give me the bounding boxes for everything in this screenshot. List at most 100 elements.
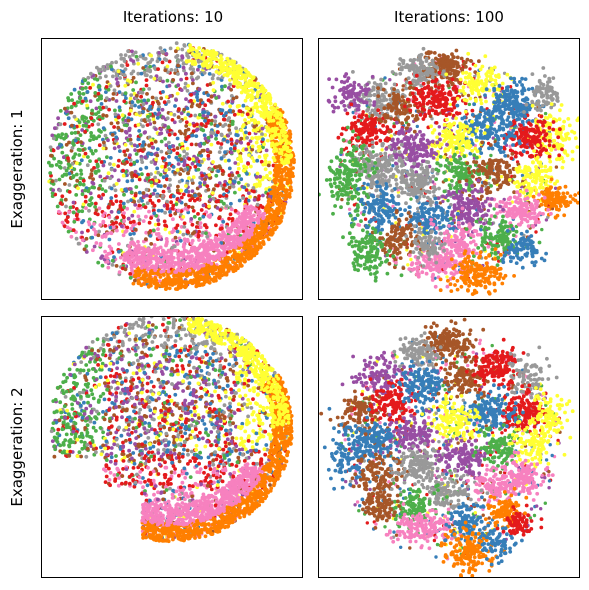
scatter-point	[167, 249, 172, 254]
scatter-point	[122, 57, 126, 61]
scatter-point	[72, 219, 77, 224]
scatter-point	[146, 98, 151, 103]
scatter-point	[234, 95, 239, 100]
scatter-point	[123, 53, 128, 57]
scatter-point	[147, 266, 151, 271]
scatter-point	[226, 99, 231, 104]
scatter-point	[171, 238, 175, 243]
scatter-point	[198, 181, 203, 186]
scatter-point	[192, 257, 196, 262]
scatter-point	[175, 223, 180, 228]
scatter-point	[155, 251, 160, 256]
scatter-point	[154, 256, 158, 261]
scatter-point	[185, 229, 190, 234]
scatter-point	[195, 271, 199, 276]
scatter-point	[119, 224, 124, 229]
scatter-point	[222, 183, 227, 187]
scatter-point	[165, 206, 170, 211]
scatter-point	[88, 138, 92, 143]
scatter-point	[166, 269, 171, 274]
scatter-point	[91, 82, 95, 87]
scatter-point	[181, 232, 186, 237]
scatter-point	[124, 228, 129, 233]
scatter-point	[197, 142, 202, 147]
scatter-point	[206, 187, 211, 192]
scatter-point	[138, 148, 143, 152]
scatter-point	[136, 199, 141, 204]
scatter-point	[236, 166, 241, 171]
scatter-point	[64, 172, 69, 177]
scatter-point	[83, 194, 88, 199]
scatter-point	[264, 153, 269, 158]
scatter-point	[118, 108, 122, 113]
scatter-point	[148, 64, 153, 69]
scatter-point	[72, 87, 77, 92]
scatter-point	[249, 164, 253, 169]
scatter-point	[67, 210, 71, 215]
scatter-point	[185, 106, 190, 111]
scatter-point	[282, 147, 287, 151]
scatter-point	[221, 124, 226, 128]
scatter-point	[159, 284, 164, 288]
scatter-point	[479, 224, 483, 229]
scatter-point	[357, 223, 362, 227]
scatter-point	[98, 241, 103, 246]
scatter-point	[251, 75, 256, 80]
scatter-point	[241, 148, 246, 152]
scatter-point	[102, 68, 107, 72]
scatter-point	[143, 73, 148, 77]
scatter-point	[109, 186, 114, 191]
scatter-point	[255, 238, 260, 242]
scatter-point	[266, 202, 271, 207]
scatter-point	[78, 176, 83, 181]
scatter-point	[215, 244, 220, 249]
scatter-point	[220, 108, 225, 113]
scatter-point	[86, 119, 90, 124]
scatter-point	[123, 91, 128, 96]
scatter-point	[111, 92, 116, 96]
scatter-point	[506, 154, 510, 158]
scatter-point	[50, 133, 55, 138]
scatter-point	[93, 148, 98, 153]
scatter-point	[84, 124, 89, 128]
scatter-point	[168, 282, 172, 286]
scatter-point	[142, 278, 147, 282]
scatter-point	[97, 229, 101, 234]
scatter-point	[47, 160, 51, 165]
scatter-point	[173, 261, 178, 265]
scatter-point	[254, 184, 259, 189]
scatter-point	[218, 251, 223, 255]
scatter-point	[89, 131, 93, 135]
scatter-point	[80, 128, 85, 132]
scatter-point	[144, 273, 149, 278]
scatter-point	[108, 176, 113, 181]
scatter-point	[363, 217, 368, 221]
scatter-point	[246, 120, 251, 125]
scatter-point	[141, 110, 145, 114]
scatter-point	[177, 129, 182, 134]
scatter-point	[231, 224, 236, 228]
scatter-point	[361, 153, 366, 158]
scatter-point	[214, 173, 219, 178]
scatter-point	[261, 145, 265, 150]
scatter-point	[141, 259, 146, 263]
scatter-point	[173, 104, 177, 108]
scatter-point	[130, 49, 134, 54]
scatter-point	[108, 84, 113, 88]
scatter-point	[251, 251, 255, 256]
scatter-point	[233, 190, 237, 195]
scatter-point	[193, 164, 198, 169]
scatter-point	[56, 134, 60, 138]
scatter-point	[193, 61, 198, 66]
scatter-point	[255, 158, 260, 163]
scatter-point	[228, 82, 233, 87]
scatter-point	[125, 206, 130, 211]
scatter-point	[83, 188, 88, 193]
scatter-point	[171, 217, 175, 222]
scatter-point	[250, 225, 255, 230]
scatter-point	[196, 75, 201, 80]
scatter-point	[245, 252, 250, 256]
scatter-point	[192, 198, 197, 203]
scatter-point	[218, 145, 223, 150]
scatter-point	[182, 107, 187, 112]
